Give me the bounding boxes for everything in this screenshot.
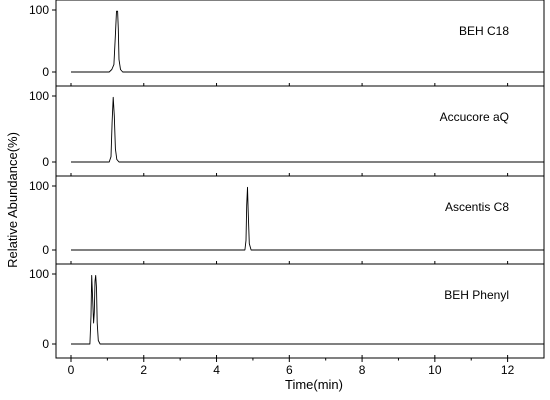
panel: 0 100 Ascentis C8: [29, 175, 545, 265]
panel: 0 100 BEH C18: [29, 0, 545, 87]
x-axis: 0 2 4 6 8 10 12: [68, 358, 515, 377]
panel-label: BEH Phenyl: [444, 288, 509, 302]
x-axis-tick-label: 6: [286, 363, 293, 377]
y-tick-label: 100: [29, 179, 49, 193]
y-tick-label: 0: [42, 337, 49, 351]
panel: 0 100 Accucore aQ: [29, 85, 545, 177]
panel-frame: [55, 175, 545, 265]
panel-frame: [55, 0, 545, 87]
chromatogram-trace: [71, 96, 544, 163]
panel-frame: [55, 85, 545, 177]
x-axis-tick-label: 12: [501, 363, 515, 377]
panel-label: Accucore aQ: [440, 110, 509, 124]
panel-label: Ascentis C8: [445, 200, 509, 214]
x-axis-tick-label: 4: [213, 363, 220, 377]
y-tick-label: 100: [29, 89, 49, 103]
chromatogram-trace: [71, 274, 544, 345]
chromatogram-trace: [71, 186, 544, 251]
chart-panels: 0 100 BEH C18 0 100 Accucore aQ 0 100 Ascentis C…: [29, 0, 545, 359]
y-axis-label: Relative Abundance(%): [5, 132, 20, 268]
x-axis-tick-label: 10: [428, 363, 442, 377]
panel: 0 100 BEH Phenyl: [29, 263, 545, 359]
chromatogram-trace: [71, 10, 544, 73]
y-tick-label: 100: [29, 3, 49, 17]
y-tick-label: 0: [42, 65, 49, 79]
y-tick-label: 100: [29, 267, 49, 281]
panel-label: BEH C18: [459, 24, 509, 38]
y-tick-label: 0: [42, 155, 49, 169]
x-axis-tick-label: 2: [140, 363, 147, 377]
panel-frame: [55, 263, 545, 359]
y-tick-label: 0: [42, 243, 49, 257]
x-axis-tick-label: 0: [68, 363, 75, 377]
x-axis-tick-label: 8: [359, 363, 366, 377]
x-axis-label: Time(min): [285, 377, 343, 392]
